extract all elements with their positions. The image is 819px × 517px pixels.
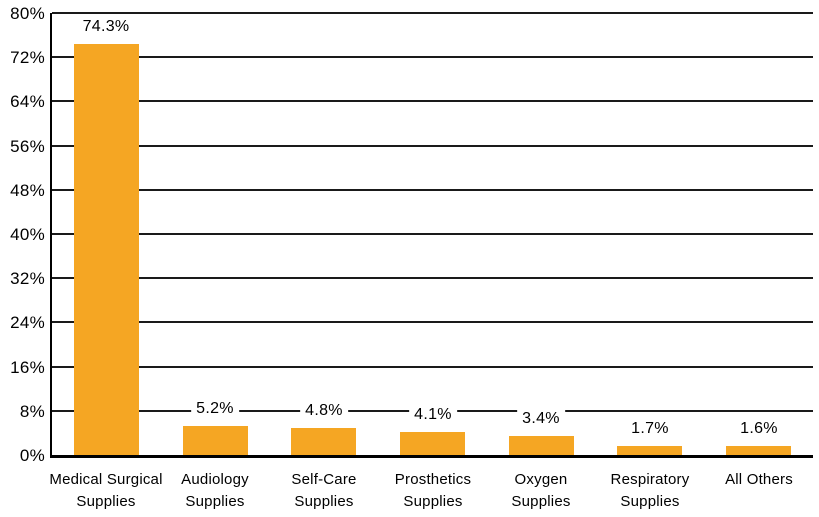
bar-value-label-all-others: 1.6% [735,419,783,438]
gridline-64 [52,100,813,102]
y-tick-label-40: 40% [10,225,45,244]
bar-audiology-supplies [183,426,248,455]
plot-area: 74.3% 5.2% 4.8% 4.1% 3.4% 1.7% 1.6% [50,12,813,458]
bar-value-label-medical-surgical-supplies: 74.3% [77,17,135,36]
y-tick-label-80: 80% [10,4,45,23]
x-category-label-medical-surgical-supplies: Medical Surgical Supplies [49,471,163,510]
bar-value-label-audiology-supplies: 5.2% [191,399,239,418]
bar-value-label-self-care-supplies: 4.8% [300,401,348,420]
gridline-32 [52,277,813,279]
gridline-72 [52,56,813,58]
bar-respiratory-supplies [617,446,682,455]
bar-self-care-supplies [291,428,356,455]
y-tick-label-72: 72% [10,48,45,67]
gridline-16 [52,366,813,368]
bar-prosthetics-supplies [400,432,465,455]
gridline-24 [52,321,813,323]
y-tick-label-64: 64% [10,92,45,111]
x-category-label-all-others: All Others [725,471,793,488]
bar-all-others [726,446,791,455]
x-category-label-respiratory-supplies: Respiratory Supplies [610,471,690,510]
gridline-80 [52,12,813,14]
gridline-56 [52,145,813,147]
x-category-label-audiology-supplies: Audiology Supplies [181,471,249,510]
y-tick-label-32: 32% [10,269,45,288]
x-category-label-self-care-supplies: Self-Care Supplies [291,471,357,510]
y-tick-label-16: 16% [10,358,45,377]
bar-value-label-oxygen-supplies: 3.4% [517,409,565,428]
y-tick-label-8: 8% [19,402,45,421]
bar-oxygen-supplies [509,436,574,455]
y-tick-label-0: 0% [19,446,45,465]
y-tick-label-48: 48% [10,181,45,200]
x-category-label-prosthetics-supplies: Prosthetics Supplies [394,471,472,510]
gridline-40 [52,233,813,235]
bar-value-label-prosthetics-supplies: 4.1% [409,405,457,424]
bar-medical-surgical-supplies [74,44,139,455]
y-tick-label-56: 56% [10,137,45,156]
bar-value-label-respiratory-supplies: 1.7% [626,419,674,438]
x-category-label-oxygen-supplies: Oxygen Supplies [511,471,571,510]
gridline-48 [52,189,813,191]
y-tick-label-24: 24% [10,313,45,332]
